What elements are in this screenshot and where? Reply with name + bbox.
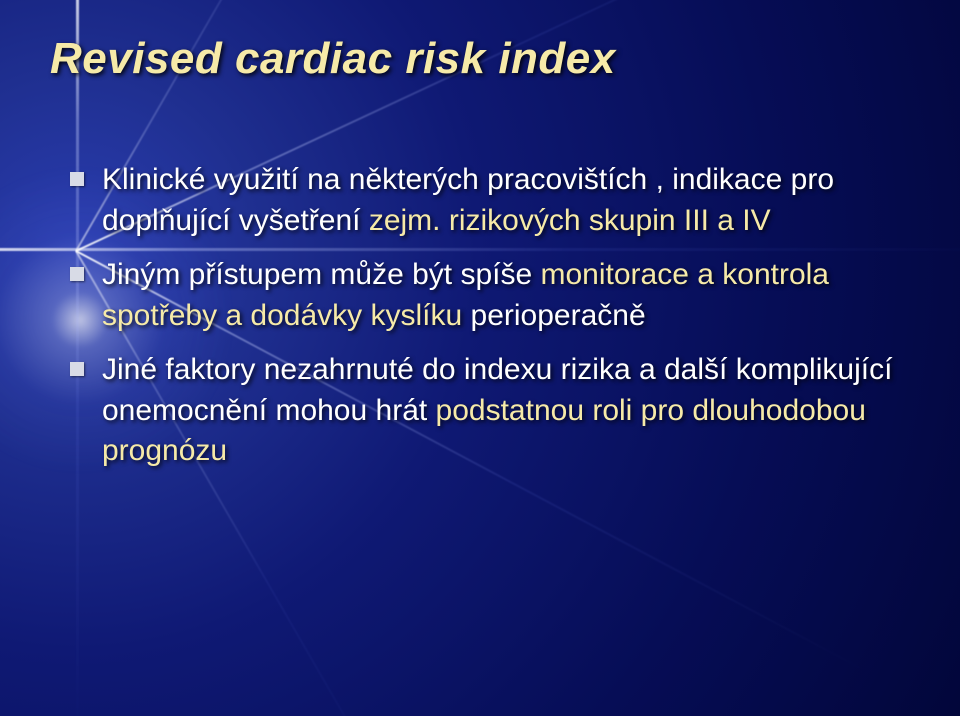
bullet-marker-icon (70, 267, 84, 281)
bullet-text: Klinické využití na některých pracoviští… (102, 160, 910, 241)
body-text: perioperačně (471, 299, 646, 332)
highlight-text: zejm. rizikových skupin III a IV (369, 204, 771, 237)
bullet-item: Jiné faktory nezahrnuté do indexu rizika… (70, 350, 910, 472)
bullet-marker-icon (70, 362, 84, 376)
bullet-item: Klinické využití na některých pracoviští… (70, 160, 910, 241)
slide: Revised cardiac risk index Klinické využ… (0, 0, 960, 716)
body-text: Jiným přístupem může být spíše (102, 258, 541, 291)
bullet-item: Jiným přístupem může být spíše monitorac… (70, 255, 910, 336)
slide-body: Klinické využití na některých pracoviští… (70, 160, 910, 486)
bullet-text: Jiným přístupem může být spíše monitorac… (102, 255, 910, 336)
slide-title: Revised cardiac risk index (50, 34, 616, 84)
bullet-marker-icon (70, 172, 84, 186)
bullet-text: Jiné faktory nezahrnuté do indexu rizika… (102, 350, 910, 472)
